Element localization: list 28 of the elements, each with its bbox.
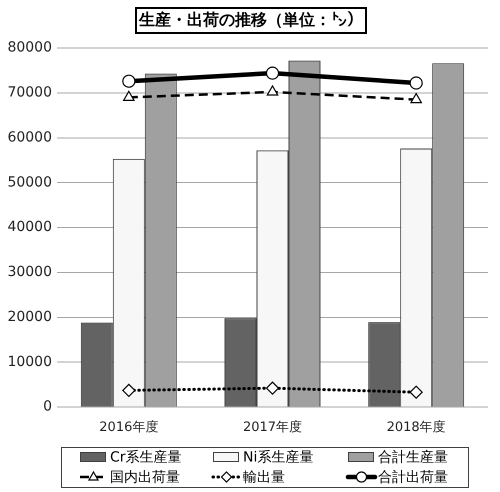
point bbox=[266, 66, 280, 80]
legend-label: 合計出荷量 bbox=[378, 470, 448, 486]
point bbox=[266, 85, 278, 96]
x-tick-label: 2017年度 bbox=[242, 419, 302, 436]
legend-label: 合計生産量 bbox=[378, 450, 448, 466]
y-tick-label: 40000 bbox=[7, 219, 52, 236]
y-tick-label: 30000 bbox=[7, 264, 52, 280]
legend-label: 国内出荷量 bbox=[110, 470, 180, 486]
legend-label: Cr系生産量 bbox=[110, 450, 182, 466]
point bbox=[123, 90, 135, 101]
legend-label: Ni系生産量 bbox=[243, 450, 314, 466]
y-tick-label: 0 bbox=[43, 398, 52, 415]
point bbox=[410, 386, 423, 399]
y-tick-label: 70000 bbox=[7, 84, 52, 101]
legend-label: 輸出量 bbox=[243, 470, 285, 486]
point bbox=[122, 74, 136, 88]
point bbox=[122, 384, 136, 397]
y-tick-label: 60000 bbox=[7, 129, 52, 146]
chart-title: 生産・出荷の推移（単位：㌧） bbox=[135, 7, 367, 34]
x-tick-label: 2018年度 bbox=[386, 419, 446, 436]
x-tick-label: 2016年度 bbox=[99, 419, 158, 436]
y-tick-label: 20000 bbox=[7, 308, 52, 325]
point bbox=[266, 382, 280, 395]
y-tick-label: 10000 bbox=[7, 354, 52, 370]
y-tick-label: 80000 bbox=[7, 40, 52, 56]
point bbox=[410, 93, 422, 104]
y-tick-label: 50000 bbox=[7, 174, 52, 190]
point bbox=[410, 76, 423, 90]
